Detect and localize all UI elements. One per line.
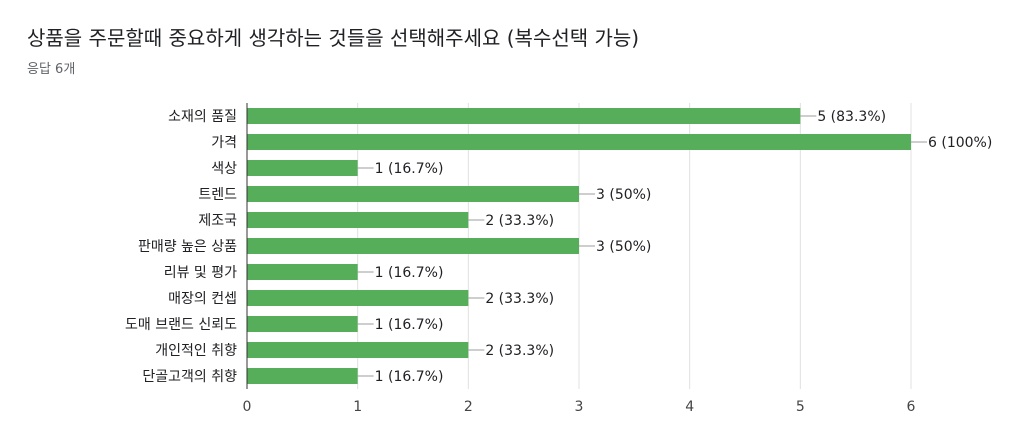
bar	[247, 342, 469, 358]
category-label: 트렌드	[198, 187, 237, 203]
x-tick-label: 2	[464, 399, 473, 415]
value-label: 2 (33.3%)	[485, 343, 554, 359]
value-label: 1 (16.7%)	[375, 265, 444, 281]
bar	[247, 186, 579, 202]
value-label: 3 (50%)	[596, 239, 651, 255]
x-tick-label: 6	[907, 399, 916, 415]
bar	[247, 368, 358, 384]
value-label: 1 (16.7%)	[375, 161, 444, 177]
category-label: 도매 브랜드 신뢰도	[125, 317, 237, 333]
value-label: 1 (16.7%)	[375, 369, 444, 385]
category-label: 단골고객의 취향	[142, 369, 237, 385]
bar	[247, 290, 469, 306]
bar	[247, 108, 801, 124]
value-label: 2 (33.3%)	[485, 213, 554, 229]
value-label: 6 (100%)	[928, 135, 992, 151]
bar	[247, 264, 358, 280]
category-label: 판매량 높은 상품	[138, 239, 237, 255]
x-tick-labels: 0 1 2 3 4 5 6	[243, 399, 916, 415]
category-label: 개인적인 취향	[155, 343, 237, 359]
category-label: 매장의 컨셉	[168, 291, 237, 307]
value-label: 3 (50%)	[596, 187, 651, 203]
response-count: 응답 6개	[27, 62, 76, 77]
value-label: 2 (33.3%)	[485, 291, 554, 307]
x-tick-label: 1	[353, 399, 362, 415]
bar	[247, 212, 469, 228]
category-label: 리뷰 및 평가	[164, 265, 237, 281]
x-tick-label: 4	[685, 399, 694, 415]
category-label: 소재의 품질	[168, 109, 237, 125]
bar	[247, 316, 358, 332]
bar	[247, 160, 358, 176]
bar	[247, 238, 579, 254]
bars	[247, 108, 911, 384]
x-tick-label: 5	[796, 399, 805, 415]
bar	[247, 134, 911, 150]
category-label: 색상	[211, 161, 237, 177]
category-label: 제조국	[198, 213, 237, 229]
chart-title: 상품을 주문할때 중요하게 생각하는 것들을 선택해주세요 (복수선택 가능)	[27, 26, 640, 50]
x-tick-label: 3	[575, 399, 584, 415]
value-label: 1 (16.7%)	[375, 317, 444, 333]
value-labels: 5 (83.3%) 6 (100%) 1 (16.7%) 3 (50%) 2 (33.3…	[357, 109, 992, 385]
category-label: 가격	[211, 135, 237, 151]
value-label: 5 (83.3%)	[817, 109, 886, 125]
x-tick-label: 0	[243, 399, 252, 415]
